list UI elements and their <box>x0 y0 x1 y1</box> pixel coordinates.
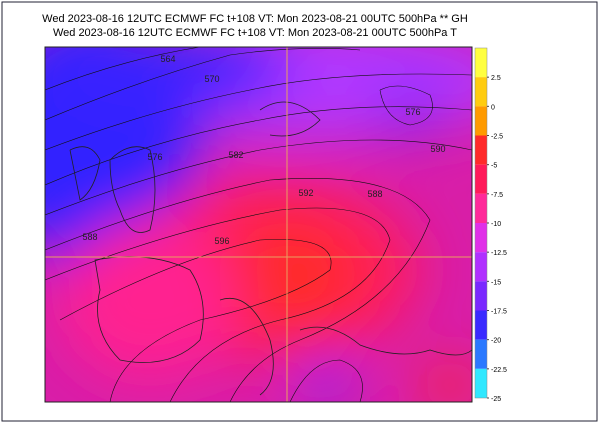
contour-label: 576 <box>147 152 162 162</box>
colorbar-tick-label: -7.5 <box>491 192 503 199</box>
colorbar-swatch <box>475 310 487 340</box>
map-frame <box>44 46 473 403</box>
colorbar-swatch <box>475 339 487 369</box>
colorbar-swatch <box>475 223 487 253</box>
colorbar-tick-label: -20 <box>491 338 501 345</box>
colorbar-tick-label: -5 <box>491 163 497 170</box>
contour-lines <box>45 47 472 402</box>
contour-label: 564 <box>160 54 175 64</box>
contour-label: 582 <box>228 150 243 160</box>
colorbar-tick-label: -10 <box>491 221 501 228</box>
colorbar-tick-label: -17.5 <box>491 309 507 316</box>
contour-label: 590 <box>430 144 445 154</box>
colorbar-swatch <box>475 135 487 165</box>
contour-label: 596 <box>214 236 229 246</box>
contour-label: 576 <box>405 107 420 117</box>
colorbar-tick-label: -25 <box>491 396 501 403</box>
colorbar-tick-label: 2.5 <box>491 75 501 82</box>
contour-label: 592 <box>298 188 313 198</box>
colorbar-tick-label: -2.5 <box>491 134 503 141</box>
title-line-1: Wed 2023-08-16 12UTC ECMWF FC t+108 VT: … <box>42 13 468 25</box>
title-line-2: Wed 2023-08-16 12UTC ECMWF FC t+108 VT: … <box>53 27 457 39</box>
colorbar-swatch <box>475 193 487 223</box>
contour-label: 588 <box>367 189 382 199</box>
colorbar-swatch <box>475 48 487 78</box>
colorbar-swatch <box>475 252 487 282</box>
colorbar-swatch <box>475 106 487 136</box>
colorbar-tick-label: -15 <box>491 279 501 286</box>
colorbar-swatch <box>475 77 487 107</box>
colorbar: 2.5 0 -2.5 -5 -7.5 -10 -12.5 -15 -17.5 -20 -22.5 -2… <box>474 47 507 403</box>
colorbar-tick-label: 0 <box>491 104 495 111</box>
colorbar-tick-label: -22.5 <box>491 367 507 374</box>
contour-label: 588 <box>82 232 97 242</box>
colorbar-swatch <box>475 368 487 398</box>
colorbar-swatch <box>475 164 487 194</box>
contour-label: 570 <box>204 74 219 84</box>
coastlines <box>69 101 472 396</box>
colorbar-swatch <box>475 281 487 311</box>
map-area: 564 570 576 582 588 592 596 588 576 590 <box>45 47 472 402</box>
colorbar-tick-label: -12.5 <box>491 250 507 257</box>
